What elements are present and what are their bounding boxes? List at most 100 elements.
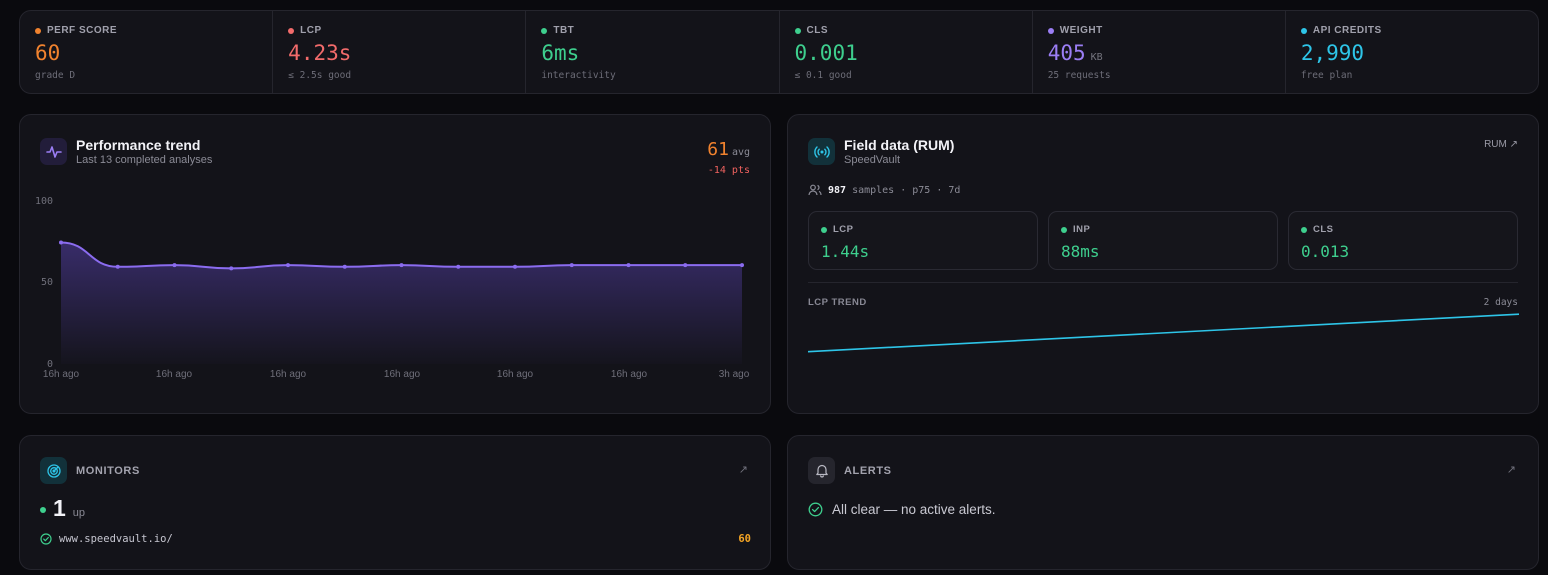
- trend-point: [569, 263, 574, 268]
- trend-point: [399, 263, 404, 268]
- rum-metric-value: 88ms: [1061, 242, 1100, 261]
- rum-metric-lcp[interactable]: LCP 1.44s: [808, 211, 1038, 270]
- monitors-title: MONITORS: [76, 465, 140, 477]
- bell-icon: [808, 457, 835, 484]
- rum-metric-cls[interactable]: CLS 0.013: [1288, 211, 1518, 270]
- metric-api-credits[interactable]: API CREDITS 2,990 free plan: [1286, 11, 1538, 93]
- lcp-trend-label: LCP TREND: [808, 297, 867, 308]
- average-value: 61: [707, 139, 729, 160]
- monitors-card: MONITORS ↗ 1 up www.speedvault.io/ 60: [19, 435, 771, 570]
- status-dot: [1061, 226, 1067, 233]
- rum-metric-value: 1.44s: [821, 242, 870, 261]
- x-tick-label: 16h ago: [42, 369, 80, 380]
- trend-point: [229, 266, 234, 271]
- trend-average: 61 avg: [707, 139, 750, 160]
- trend-point: [513, 264, 517, 269]
- metric-sub: grade D: [35, 70, 76, 81]
- x-tick-label: 3h ago: [718, 369, 750, 380]
- status-dot: [40, 507, 46, 513]
- field-data-card: Field data (RUM) SpeedVault RUM ↗ 987 sa…: [787, 114, 1539, 414]
- metrics-strip: PERF SCORE 60 grade D LCP 4.23s ≤ 2.5s g…: [19, 10, 1539, 94]
- trend-point: [740, 263, 744, 268]
- check-circle-icon: [808, 502, 823, 517]
- rum-metric-inp[interactable]: INP 88ms: [1048, 211, 1278, 270]
- metric-tbt[interactable]: TBT 6ms interactivity: [526, 11, 780, 93]
- arrow-up-right-icon[interactable]: ↗: [1506, 464, 1516, 476]
- metric-cls[interactable]: CLS 0.001 ≤ 0.1 good: [780, 11, 1033, 93]
- y-tick-label: 100: [34, 196, 53, 207]
- monitors-status: 1 up: [40, 495, 85, 522]
- metric-unit: KB: [1090, 52, 1103, 63]
- metric-weight[interactable]: WEIGHT 405 KB 25 requests: [1033, 11, 1286, 93]
- arrow-up-right-icon[interactable]: ↗: [738, 464, 748, 476]
- metric-lcp[interactable]: LCP 4.23s ≤ 2.5s good: [273, 11, 527, 93]
- users-icon: [808, 184, 822, 196]
- status-dot: [541, 27, 548, 34]
- rum-link[interactable]: RUM ↗: [1484, 139, 1518, 150]
- card-subtitle: SpeedVault: [844, 154, 901, 166]
- metric-sub: 25 requests: [1047, 70, 1111, 81]
- x-tick-label: 16h ago: [269, 369, 307, 380]
- trend-area: [61, 242, 742, 364]
- trend-point: [626, 263, 631, 268]
- lcp-trend-line: [807, 313, 1520, 353]
- trend-point: [172, 263, 177, 268]
- samples-info: 987 samples · p75 · 7d: [808, 184, 960, 196]
- metric-sub: ≤ 2.5s good: [288, 70, 352, 81]
- x-tick-label: 16h ago: [383, 369, 421, 380]
- card-title: Field data (RUM): [844, 137, 955, 153]
- y-tick-label: 50: [40, 277, 53, 288]
- samples-count: 987: [828, 184, 847, 196]
- metric-sub: interactivity: [541, 70, 616, 81]
- metric-value: 6ms: [541, 41, 580, 65]
- trend-delta: -14 pts: [707, 165, 750, 176]
- metric-value: 60: [35, 41, 61, 65]
- card-subtitle: Last 13 completed analyses: [76, 154, 213, 166]
- status-dot: [35, 27, 41, 34]
- alerts-status: All clear — no active alerts.: [808, 502, 996, 517]
- metric-value: 0.001: [794, 41, 858, 65]
- monitor-score: 60: [738, 533, 751, 545]
- rum-metric-value: 0.013: [1301, 242, 1350, 261]
- metric-sub: ≤ 0.1 good: [794, 70, 852, 81]
- performance-trend-card: Performance trend Last 13 completed anal…: [19, 114, 771, 414]
- status-dot: [1047, 27, 1054, 34]
- metric-value: 405: [1047, 41, 1086, 65]
- broadcast-icon: [808, 138, 835, 165]
- divider: [808, 282, 1518, 283]
- card-title: Performance trend: [76, 137, 201, 153]
- trend-point: [342, 264, 347, 269]
- activity-icon: [40, 138, 67, 165]
- radar-icon: [40, 457, 67, 484]
- samples-text: samples · p75 · 7d: [852, 184, 961, 196]
- average-label: avg: [731, 147, 750, 158]
- trend-point: [286, 263, 290, 268]
- status-dot: [1301, 226, 1307, 233]
- check-circle-icon: [40, 533, 52, 545]
- x-tick-label: 16h ago: [610, 369, 648, 380]
- status-dot: [821, 226, 827, 233]
- monitor-url: www.speedvault.io/: [59, 533, 173, 545]
- monitors-count: 1: [53, 495, 66, 521]
- metric-perf-score[interactable]: PERF SCORE 60 grade D: [20, 11, 274, 93]
- monitor-row[interactable]: www.speedvault.io/ 60: [40, 533, 751, 545]
- metric-value: 4.23s: [288, 41, 352, 65]
- status-dot: [1300, 27, 1307, 34]
- status-dot: [794, 27, 801, 34]
- lcp-trend-range: 2 days: [1483, 297, 1518, 308]
- monitors-count-label: up: [72, 507, 86, 519]
- y-tick-label: 0: [46, 359, 53, 370]
- status-dot: [288, 27, 295, 34]
- metric-value: 2,990: [1300, 41, 1365, 65]
- x-tick-label: 16h ago: [496, 369, 534, 380]
- metric-sub: free plan: [1300, 70, 1353, 81]
- alerts-title: ALERTS: [844, 465, 892, 477]
- trend-line: [60, 241, 742, 270]
- alerts-message: All clear — no active alerts.: [832, 502, 996, 517]
- trend-point: [115, 264, 120, 269]
- alerts-card: ALERTS ↗ All clear — no active alerts.: [787, 435, 1539, 570]
- trend-point: [683, 263, 688, 268]
- trend-point: [59, 240, 63, 245]
- x-tick-label: 16h ago: [155, 369, 193, 380]
- trend-point: [456, 264, 461, 269]
